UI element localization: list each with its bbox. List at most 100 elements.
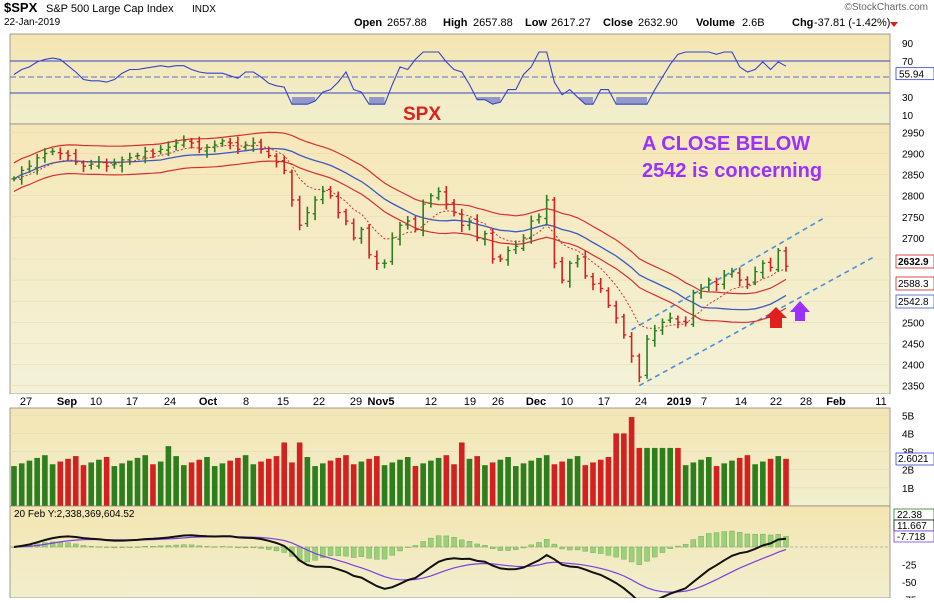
macd-histogram-bar bbox=[150, 546, 156, 548]
macd-histogram-bar bbox=[528, 544, 534, 548]
volume-bar bbox=[651, 447, 658, 506]
volume-bar bbox=[381, 465, 388, 506]
macd-histogram-bar bbox=[49, 541, 56, 548]
volume-bar bbox=[451, 464, 457, 506]
volume-bar bbox=[659, 447, 666, 506]
x-axis-label: 7 bbox=[701, 396, 707, 408]
volume-bar bbox=[49, 464, 56, 506]
price-tick-label: 2500 bbox=[902, 318, 925, 329]
macd-histogram-bar bbox=[752, 534, 758, 548]
rsi-series bbox=[13, 51, 787, 105]
volume-bar bbox=[752, 464, 758, 506]
x-axis-label: 24 bbox=[164, 396, 176, 408]
x-axis-label: 15 bbox=[277, 396, 289, 408]
macd-histogram-bar bbox=[73, 543, 79, 548]
volume-bar bbox=[343, 455, 349, 506]
macd-histogram-bar bbox=[111, 546, 118, 549]
volume-bar bbox=[713, 466, 720, 506]
volume-bar bbox=[374, 456, 380, 506]
price-tag-support: 2542.8 bbox=[898, 297, 929, 308]
volume-bar bbox=[11, 466, 17, 506]
low-value: 2617.27 bbox=[551, 17, 591, 29]
macd-histogram-bar bbox=[235, 546, 241, 548]
macd-tick-label: -50 bbox=[902, 578, 917, 589]
volume-bar bbox=[397, 459, 403, 506]
x-axis-label: 10 bbox=[561, 396, 573, 408]
volume-bar bbox=[289, 462, 295, 506]
volume-bar bbox=[188, 462, 195, 506]
channel-lines bbox=[631, 216, 875, 387]
price-tick-label: 2750 bbox=[902, 213, 925, 224]
high-label: High bbox=[443, 17, 468, 29]
x-axis-label: 19 bbox=[464, 396, 476, 408]
macd-histogram-bar bbox=[142, 546, 148, 548]
macd-histogram-bar bbox=[621, 546, 627, 560]
lower-band bbox=[13, 160, 787, 323]
macd-histogram-bar bbox=[181, 544, 187, 548]
macd-histogram-bar bbox=[713, 532, 720, 548]
macd-histogram-bar bbox=[405, 546, 411, 548]
macd-histogram-bar bbox=[119, 546, 125, 548]
volume-bar bbox=[543, 455, 550, 506]
rsi-tick-label: 10 bbox=[902, 111, 914, 122]
volume-bar bbox=[435, 457, 442, 506]
macd-histogram-bar bbox=[474, 543, 480, 548]
chg-label: Chg bbox=[792, 17, 813, 29]
macd-histogram-bar bbox=[397, 546, 403, 552]
macd-histogram-bar bbox=[127, 546, 133, 548]
upper-channel-line bbox=[631, 216, 827, 331]
x-axis-label: 22 bbox=[313, 396, 325, 408]
macd-histogram-bar bbox=[744, 533, 751, 548]
header-exchange: INDX bbox=[192, 4, 216, 15]
note-line-2: 2542 is concerning bbox=[642, 160, 822, 182]
x-axis-strip bbox=[10, 394, 890, 408]
volume-bar bbox=[80, 465, 87, 506]
volume-bar bbox=[281, 442, 287, 506]
macd-histogram-bar bbox=[536, 542, 542, 548]
macd-histogram-bar bbox=[204, 546, 210, 548]
volume-bar bbox=[119, 463, 125, 506]
macd-axis: -25-50-75 bbox=[902, 561, 917, 603]
open-label: Open bbox=[354, 17, 382, 29]
close-value: 2632.90 bbox=[638, 17, 678, 29]
volume-bar bbox=[775, 456, 782, 506]
volume-bar bbox=[605, 457, 612, 506]
volume-bar bbox=[227, 460, 233, 506]
x-axis-label: 11 bbox=[875, 396, 886, 408]
macd-histogram-bar bbox=[350, 546, 357, 558]
macd-histogram-bar bbox=[88, 546, 94, 548]
macd-histogram-bar bbox=[374, 546, 380, 560]
price-tick-label: 2950 bbox=[902, 128, 925, 139]
volume-bar bbox=[134, 457, 141, 506]
price-tag-close: 2632.9 bbox=[898, 257, 929, 268]
macd-histogram-bar bbox=[721, 531, 727, 548]
note-line-1: A CLOSE BELOW bbox=[642, 133, 810, 155]
volume-bar bbox=[474, 456, 480, 506]
volume-bar bbox=[65, 458, 71, 506]
x-axis-label: 8 bbox=[243, 396, 249, 408]
price-tick-label: 2700 bbox=[902, 234, 925, 245]
x-axis-label: Sep bbox=[57, 396, 77, 408]
volume-bar bbox=[644, 447, 650, 506]
close-label: Close bbox=[603, 17, 633, 29]
macd-histogram-bar bbox=[652, 546, 658, 558]
volume-bar bbox=[296, 442, 303, 506]
low-label: Low bbox=[525, 17, 547, 29]
x-axis-label: 22 bbox=[770, 396, 782, 408]
x-axis-label: 2019 bbox=[667, 396, 691, 408]
macd-histogram-bar bbox=[559, 546, 565, 550]
volume-bar bbox=[366, 458, 372, 506]
volume-bar bbox=[736, 457, 743, 506]
macd-histogram-bar bbox=[466, 540, 473, 548]
macd-histogram-bar bbox=[266, 546, 272, 550]
x-axis: 27 Sep 10 17 24 Oct 8 15 22 29 Nov5 12 19 26 Dec 10 17 24… bbox=[20, 396, 887, 408]
rsi-panel-bg bbox=[9, 33, 891, 125]
volume-bar bbox=[628, 417, 635, 506]
macd-histogram-bar bbox=[551, 543, 558, 548]
macd-histogram-bar bbox=[590, 546, 596, 553]
macd-histogram-bar bbox=[96, 546, 102, 548]
volume-bar bbox=[250, 464, 257, 506]
volume-bar bbox=[88, 462, 94, 506]
x-axis-label: 17 bbox=[126, 396, 138, 408]
volume-bar bbox=[574, 456, 581, 506]
